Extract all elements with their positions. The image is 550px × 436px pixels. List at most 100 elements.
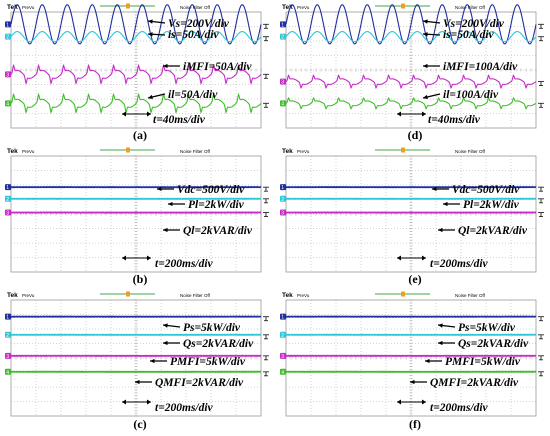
channel-marker-1 <box>5 313 11 320</box>
annotation-arrowhead <box>148 32 153 37</box>
annotation-label: t=200ms/div <box>155 258 214 270</box>
annotation-label: t=200ms/div <box>430 258 489 270</box>
noise-filter-label: Noise Filter Off <box>180 293 211 298</box>
annotation-label: iMFI=100A/div <box>443 61 518 73</box>
annotation-arrowhead <box>135 379 140 385</box>
channel-number: 2 <box>281 333 284 339</box>
annotation-label: Vs=200V/div <box>443 18 505 30</box>
annotation-label: Qs=2kVAR/div <box>183 338 254 350</box>
ground-marker <box>263 186 269 192</box>
channel-marker-3 <box>5 352 11 359</box>
channel-number: 4 <box>6 101 9 107</box>
channel-number: 4 <box>6 370 9 376</box>
annotation-label: is=50A/div <box>168 29 220 41</box>
annotation-label: Pl=2kW/div <box>188 199 245 211</box>
scope-panel-e: Tek PreVu Noise Filter Off 1 2 3 Vdc=500V/div P… <box>280 146 548 276</box>
annotation-arrowhead <box>148 94 153 100</box>
channel-marker-4 <box>280 368 286 375</box>
waveform-ch2 <box>10 333 262 337</box>
scope-screen: Tek PreVu Noise Filter Off 1 2 3 4 Ps=5kW/div Qs… <box>280 291 544 417</box>
channel-number: 1 <box>6 22 9 28</box>
channel-marker-4 <box>5 368 11 375</box>
annotation-arrowhead <box>163 63 168 69</box>
trigger-position-marker <box>126 147 130 153</box>
ground-marker <box>263 73 269 79</box>
noise-filter-label: Noise Filter Off <box>180 149 211 154</box>
ground-marker <box>538 23 544 29</box>
channel-number: 3 <box>6 72 9 78</box>
subfigure-caption: (e) <box>408 272 422 286</box>
channel-marker-1 <box>5 184 11 191</box>
ground-marker <box>263 334 269 340</box>
ground-marker <box>538 371 544 377</box>
annotation-label: il=100A/div <box>443 89 499 101</box>
channel-marker-3 <box>5 71 11 78</box>
waveform-ch4 <box>10 92 262 114</box>
annotation-arrowhead <box>423 19 428 24</box>
annotation-label: QMFI=2kVAR/div <box>430 377 519 389</box>
ground-marker <box>263 23 269 29</box>
annotation-arrowhead <box>423 94 428 100</box>
ground-marker <box>263 102 269 108</box>
scope-brand: Tek <box>7 148 18 155</box>
ground-marker <box>263 371 269 377</box>
scope-panel-a: Tek PreVu Noise Filter Off 1 2 3 4 Vs=200V/div i… <box>5 2 273 132</box>
channel-marker-2 <box>280 33 286 40</box>
annotation-arrowhead <box>438 323 443 328</box>
scope-brand: Tek <box>282 292 293 299</box>
subfigure-caption: (a) <box>133 128 147 142</box>
trigger-position-marker <box>401 3 405 9</box>
channel-marker-2 <box>5 331 11 338</box>
scope-mode: PreVu <box>22 5 35 10</box>
scope-screen: Tek PreVu Noise Filter Off1234Vs=200V/divi… <box>5 3 269 129</box>
annotation-label: il=50A/div <box>168 89 218 101</box>
annotation-arrowhead <box>163 227 168 233</box>
ground-marker <box>263 316 269 322</box>
waveform-ch3 <box>285 211 537 214</box>
channel-number: 2 <box>6 197 9 203</box>
ground-marker <box>538 198 544 204</box>
channel-marker-1 <box>5 21 11 28</box>
ground-marker <box>538 355 544 361</box>
annotation-label: Ql=2kVAR/div <box>183 225 253 237</box>
ground-marker <box>538 334 544 340</box>
noise-filter-label: Noise Filter Off <box>455 5 486 10</box>
annotation-label: Vs=200V/div <box>168 18 230 30</box>
annotation-label: t=40ms/div <box>153 114 206 126</box>
channel-marker-3 <box>280 78 286 85</box>
waveform-ch4 <box>285 96 537 110</box>
subfigure-caption: (b) <box>132 272 148 286</box>
ground-marker <box>538 212 544 217</box>
trigger-position-marker <box>126 291 130 297</box>
scope-brand: Tek <box>282 148 293 155</box>
channel-number: 4 <box>281 370 284 376</box>
ground-marker <box>263 212 269 217</box>
waveform-ch2 <box>285 31 537 43</box>
annotation-label: Vdc=500V/div <box>177 184 245 196</box>
scope-brand: Tek <box>7 4 18 11</box>
annotation-label: Ps=5kW/div <box>183 322 241 334</box>
channel-number: 3 <box>281 80 284 86</box>
channel-number: 4 <box>281 101 284 107</box>
channel-marker-4 <box>280 100 286 107</box>
scope-screen: Tek PreVu Noise Filter Off 1 2 3 Vdc=500V/div P… <box>280 147 544 273</box>
channel-number: 2 <box>281 35 284 41</box>
channel-marker-3 <box>280 352 286 359</box>
waveform-ch2 <box>285 333 537 337</box>
channel-marker-4 <box>5 100 11 107</box>
ground-marker <box>263 198 269 204</box>
scope-screen: Tek PreVu Noise Filter Off 1 2 3 Vdc=500V/div P… <box>5 147 269 273</box>
trigger-position-marker <box>126 3 130 9</box>
ground-marker <box>263 355 269 361</box>
annotation-label: PMFI=5kW/div <box>445 356 521 368</box>
scope-brand: Tek <box>7 292 18 299</box>
scope-mode: PreVu <box>22 149 35 154</box>
trigger-position-marker <box>401 291 405 297</box>
ground-marker <box>263 36 269 42</box>
channel-number: 1 <box>281 185 284 191</box>
scope-screen: Tek PreVu Noise Filter Off 1 2 3 4 Ps=5kW/div Qs… <box>5 291 269 417</box>
ground-marker <box>538 36 544 42</box>
annotation-arrowhead <box>163 323 168 328</box>
annotation-arrowhead <box>443 201 448 207</box>
annotation-label: t=40ms/div <box>428 114 481 126</box>
